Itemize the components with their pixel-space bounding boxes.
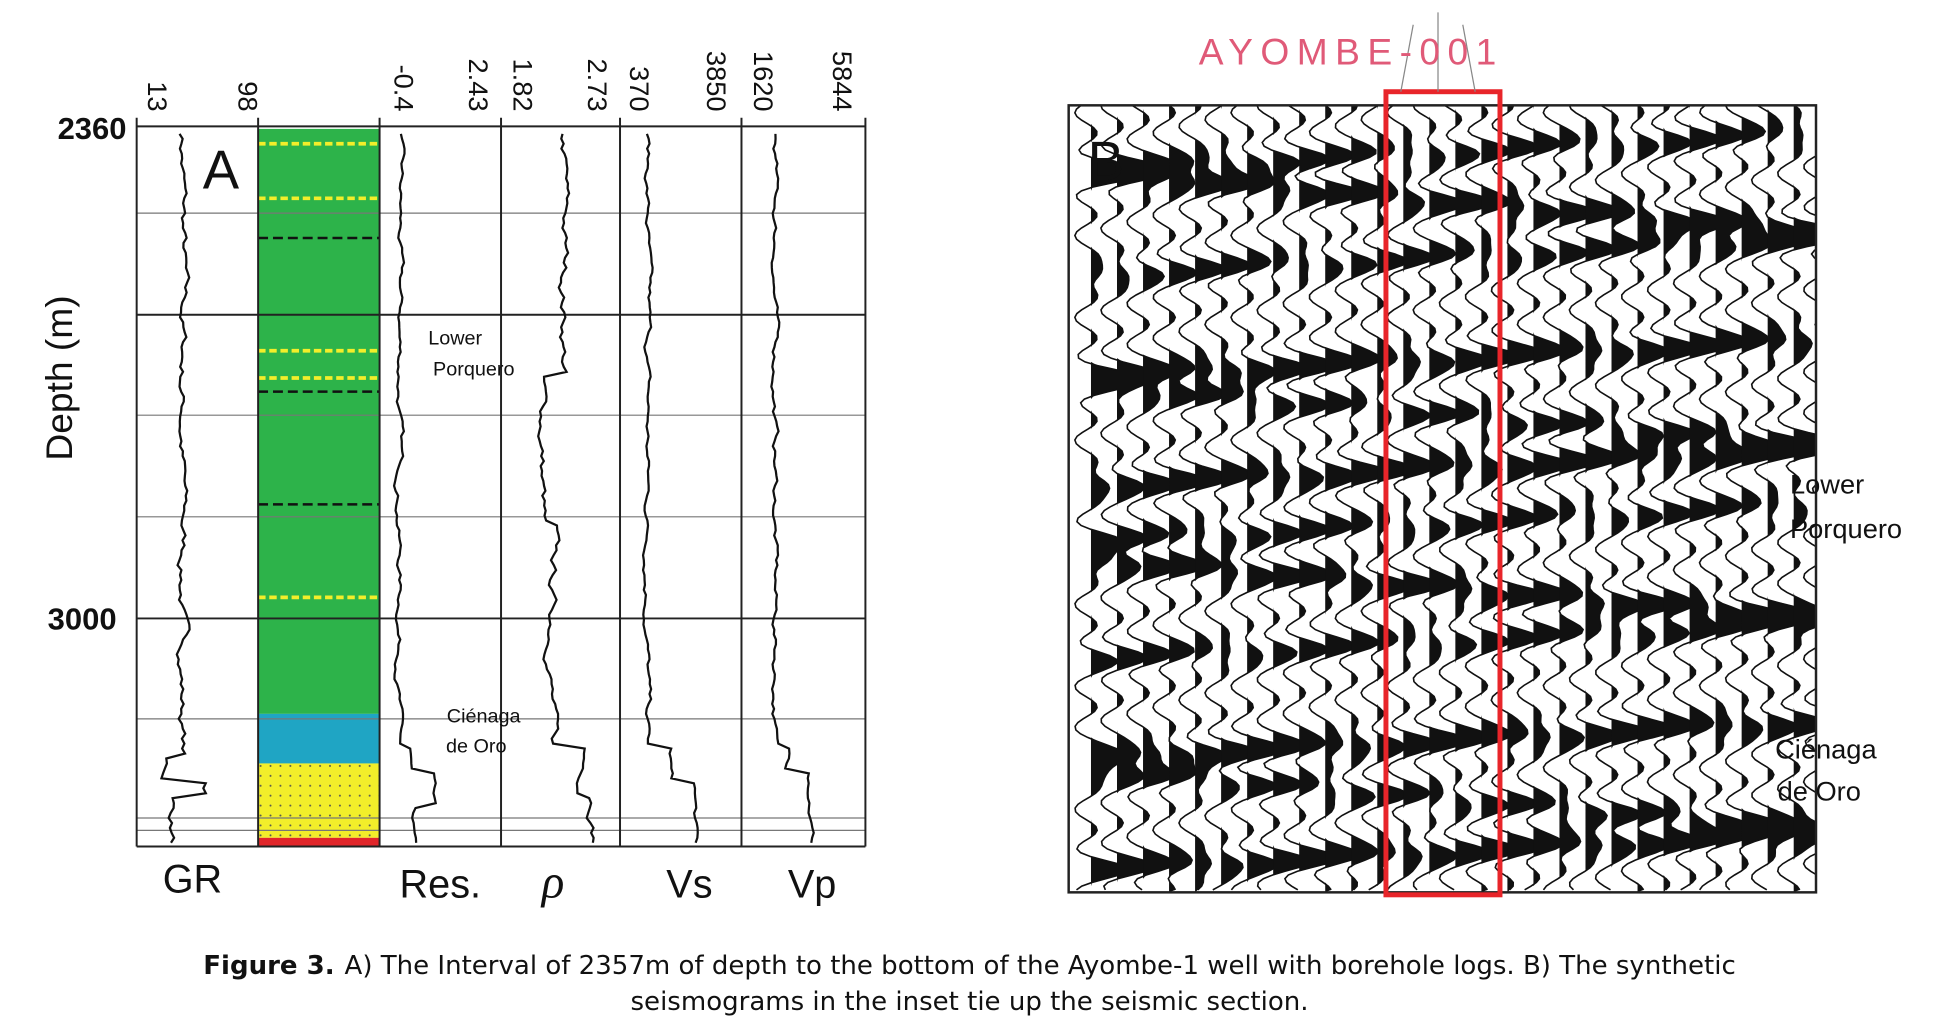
- track-titles: GR Res. ρ Vs Vp: [163, 856, 837, 908]
- trace-fill: [1377, 105, 1416, 893]
- trace: [1672, 105, 1731, 891]
- formation-labels: Lower Porquero Ciénaga de Oro: [428, 328, 521, 758]
- scale-label: 2.43: [463, 58, 494, 111]
- y-axis-title: Depth (m): [38, 295, 80, 460]
- scale-labels: 13 98 -0.4 2.43 1.82 2.73 370 3850 1620 5844: [142, 51, 858, 112]
- trace-fill: [1559, 105, 1598, 893]
- lithology-dots: [258, 763, 380, 838]
- formation-label: Lower: [1790, 468, 1864, 499]
- scale-label: -0.4: [388, 65, 419, 112]
- seismic-traces: [1073, 105, 1817, 893]
- caption-line: seismograms in the inset tie up the seis…: [631, 987, 1309, 1017]
- trace: [1542, 105, 1599, 891]
- trace-fill: [1741, 105, 1791, 893]
- log-curve: [537, 133, 595, 843]
- trace-fill: [1247, 105, 1286, 893]
- panel-b: AYOMBE-001 B Lower Porquero Ciénaga de O…: [1067, 12, 1902, 898]
- trace-fill: [1637, 105, 1676, 893]
- trace-fill: [1143, 105, 1182, 893]
- trace: [1256, 105, 1312, 891]
- trace: [1620, 105, 1678, 891]
- trace: [1464, 105, 1521, 891]
- track-title: GR: [163, 857, 222, 901]
- trace-fill: [1533, 105, 1569, 893]
- trace: [1646, 105, 1703, 891]
- track-title: Vp: [788, 862, 836, 906]
- trace-fill: [1429, 105, 1468, 893]
- formation-label: de Oro: [1778, 776, 1861, 807]
- panel-label: B: [1088, 131, 1124, 192]
- well-box: [1383, 89, 1503, 898]
- trace: [1100, 105, 1171, 891]
- trace: [1334, 105, 1390, 891]
- trace: [1776, 105, 1817, 891]
- frame: [135, 117, 867, 848]
- trace: [1516, 105, 1570, 891]
- formation-label: Ciénaga: [1775, 733, 1877, 764]
- shale-markers: [258, 236, 380, 506]
- trace: [1490, 105, 1546, 891]
- trace-fill: [1793, 105, 1817, 893]
- well-name: AYOMBE-001: [1199, 30, 1504, 72]
- lithology-cyan: [258, 713, 380, 764]
- scale-label: 1620: [748, 51, 779, 112]
- formation-labels: Lower Porquero Ciénaga de Oro: [1775, 468, 1902, 806]
- lithology-red: [258, 837, 380, 847]
- sand-stringers: [258, 141, 380, 600]
- scale-label: 98: [232, 81, 263, 111]
- trace-fill: [1351, 105, 1389, 893]
- trace-fill: [1169, 105, 1208, 893]
- log-curve: [770, 133, 815, 843]
- trace: [1152, 105, 1209, 891]
- scale-label: 370: [624, 66, 655, 111]
- log-curve: [159, 133, 208, 844]
- caption-line: Figure 3. A) The Interval of 2357m of dep…: [203, 951, 1735, 981]
- scale-label: 5844: [827, 51, 858, 112]
- log-curve: [392, 133, 438, 843]
- log-curve: [641, 133, 699, 844]
- formation-label: Lower: [428, 328, 482, 350]
- formation-label: Ciénaga: [447, 706, 522, 728]
- scale-label: 2.73: [582, 58, 613, 111]
- track-title: Vs: [666, 862, 712, 906]
- well-ticks: [1400, 12, 1476, 92]
- track-title: Res.: [400, 862, 482, 906]
- trace: [1126, 105, 1183, 891]
- panel-label: A: [203, 139, 240, 200]
- trace: [1282, 105, 1339, 891]
- scale-label: 13: [142, 81, 173, 111]
- trace: [1698, 105, 1759, 891]
- log-curves: [159, 133, 815, 844]
- depth-label: 2360: [58, 111, 127, 146]
- scale-label: 3850: [701, 51, 732, 112]
- formation-label: Porquero: [1790, 513, 1902, 544]
- trace-fill: [1455, 105, 1494, 893]
- caption-label: Figure 3.: [203, 951, 334, 981]
- trace: [1438, 105, 1495, 891]
- trace-fill: [1117, 105, 1170, 893]
- panel-a: A 2360 3000 Depth (m) 13 98 -0.4 2.43 1.82 2.…: [38, 51, 867, 908]
- trace-fill: [1299, 105, 1338, 893]
- trace: [1204, 105, 1261, 891]
- trace-fill: [1273, 105, 1311, 893]
- lithology-shale: [258, 128, 380, 714]
- formation-label: Porquero: [433, 359, 515, 381]
- scale-label: 1.82: [507, 58, 538, 111]
- formation-label: de Oro: [446, 735, 507, 757]
- caption: Figure 3. A) The Interval of 2357m of dep…: [203, 951, 1735, 1017]
- caption-text: A) The Interval of 2357m of depth to the…: [345, 951, 1736, 981]
- track-title: ρ: [540, 856, 565, 908]
- trace: [1568, 105, 1622, 891]
- trace: [1412, 105, 1469, 891]
- trace: [1594, 105, 1650, 891]
- trace-fill: [1611, 105, 1649, 893]
- trace: [1308, 105, 1364, 891]
- trace: [1230, 105, 1287, 891]
- depth-label: 3000: [48, 602, 117, 637]
